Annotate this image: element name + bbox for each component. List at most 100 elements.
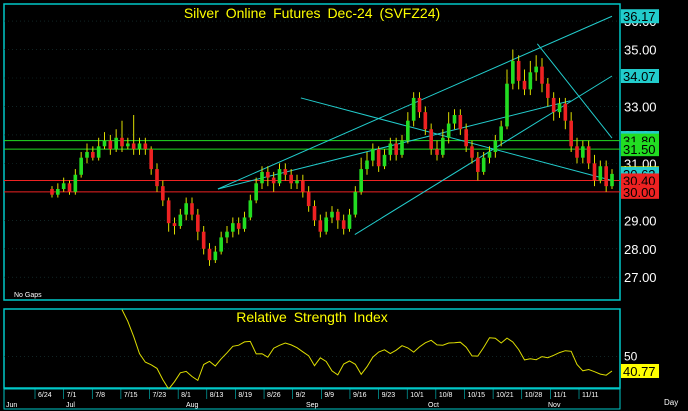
chart-title: Silver Online Futures Dec-24 (SVFZ24)	[184, 5, 440, 21]
candle-up	[610, 173, 614, 187]
price-panel-frame	[3, 3, 621, 301]
candle-down	[551, 97, 556, 113]
candle-down	[120, 137, 124, 147]
candle-up	[528, 72, 533, 90]
price-badge-label: 34.07	[623, 69, 656, 84]
price-tick-label: 27.00	[624, 270, 657, 285]
candle-down	[312, 206, 317, 221]
candle-up	[324, 217, 328, 232]
candle-up	[411, 97, 416, 121]
candle-up	[452, 115, 457, 124]
candle-up	[219, 237, 223, 252]
price-badge-label: 30.00	[623, 185, 656, 200]
candle-down	[207, 248, 212, 261]
rsi-line	[121, 309, 613, 390]
candle-up	[295, 180, 299, 184]
candle-up	[534, 66, 538, 73]
date-tick-label: 10/1	[410, 392, 424, 399]
date-tick-label: 7/23	[153, 392, 167, 399]
price-badge	[621, 69, 659, 84]
date-tick-label: 11/1	[553, 392, 566, 399]
candle-down	[161, 186, 165, 201]
price-badge	[621, 173, 659, 188]
rsi-title: Relative Strength Index	[236, 309, 388, 325]
candle-down	[604, 166, 608, 187]
date-tick-label: 9/2	[296, 392, 306, 399]
candle-up	[511, 60, 515, 84]
candle-down	[394, 143, 398, 155]
candle-up	[56, 189, 60, 195]
candle-up	[388, 143, 393, 155]
rsi-last-value-label: 40.77	[623, 364, 656, 379]
price-tick-label: 29.00	[624, 213, 657, 228]
candle-up	[178, 214, 183, 226]
candle-up	[359, 169, 363, 192]
candlesticks	[50, 49, 614, 266]
candle-down	[336, 211, 340, 221]
candle-down	[166, 200, 171, 224]
date-tick-label: 7/8	[95, 392, 105, 399]
price-tick-label: 33.00	[624, 99, 657, 114]
date-axis: 6/24 7/1 7/8 7/15 7/23 8/1 8/13 8/19 8/26 9/2 9/9 9…	[3, 388, 621, 410]
candle-down	[516, 60, 521, 81]
candle-up	[73, 174, 78, 192]
candle-down	[423, 112, 428, 130]
candle-up	[505, 83, 509, 127]
rsi-panel: Relative Strength Index	[3, 308, 621, 390]
candle-up	[406, 120, 410, 141]
candle-down	[301, 180, 305, 192]
date-tick-label: 10/21	[496, 392, 514, 399]
price-badge	[621, 9, 659, 24]
candle-down	[266, 171, 270, 178]
candle-down	[283, 169, 288, 175]
candle-down	[435, 149, 439, 155]
candle-up	[137, 143, 142, 150]
candle-down	[172, 223, 177, 226]
candle-down	[50, 189, 54, 195]
date-tick-label: 8/13	[210, 392, 224, 399]
month-label: Aug	[186, 402, 199, 409]
date-tick-label: 8/26	[267, 392, 281, 399]
date-tick-label: 10/8	[439, 392, 453, 399]
price-badge	[621, 142, 659, 157]
candle-up	[499, 126, 503, 141]
date-tick-label: 6/24	[38, 392, 52, 399]
candle-down	[575, 146, 579, 158]
candle-down	[458, 115, 463, 130]
candle-up	[487, 152, 492, 158]
candle-up	[248, 200, 253, 218]
candle-up	[61, 183, 66, 189]
candle-down	[592, 163, 597, 181]
date-tick-label: 11/11	[582, 392, 599, 399]
candle-down	[108, 140, 113, 150]
price-tick-label: 28.00	[624, 242, 657, 257]
candle-down	[429, 129, 433, 150]
candle-down	[67, 183, 72, 192]
date-tick-label: 8/1	[181, 392, 191, 399]
candle-up	[85, 152, 89, 158]
candle-down	[196, 214, 200, 232]
date-tick-label: 8/19	[238, 392, 252, 399]
no-gaps-label: No Gaps	[14, 292, 42, 299]
candle-down	[470, 146, 474, 158]
candle-up	[581, 146, 585, 158]
candle-up	[557, 103, 562, 113]
candle-up	[79, 157, 83, 175]
candle-down	[271, 177, 276, 184]
candle-down	[417, 97, 422, 113]
date-axis-strip	[3, 388, 621, 410]
date-tick-label: 9/16	[353, 392, 367, 399]
candle-up	[371, 149, 375, 161]
date-tick-label: 9/23	[382, 392, 396, 399]
candle-up	[260, 171, 264, 184]
candle-down	[376, 149, 381, 167]
price-tick-label: 35.00	[624, 43, 657, 58]
candle-up	[353, 191, 358, 215]
candle-down	[155, 169, 159, 187]
candle-down	[318, 220, 323, 232]
candle-up	[446, 123, 451, 138]
month-label: Nov	[548, 402, 561, 409]
price-badge-label: 30.40	[623, 173, 656, 188]
